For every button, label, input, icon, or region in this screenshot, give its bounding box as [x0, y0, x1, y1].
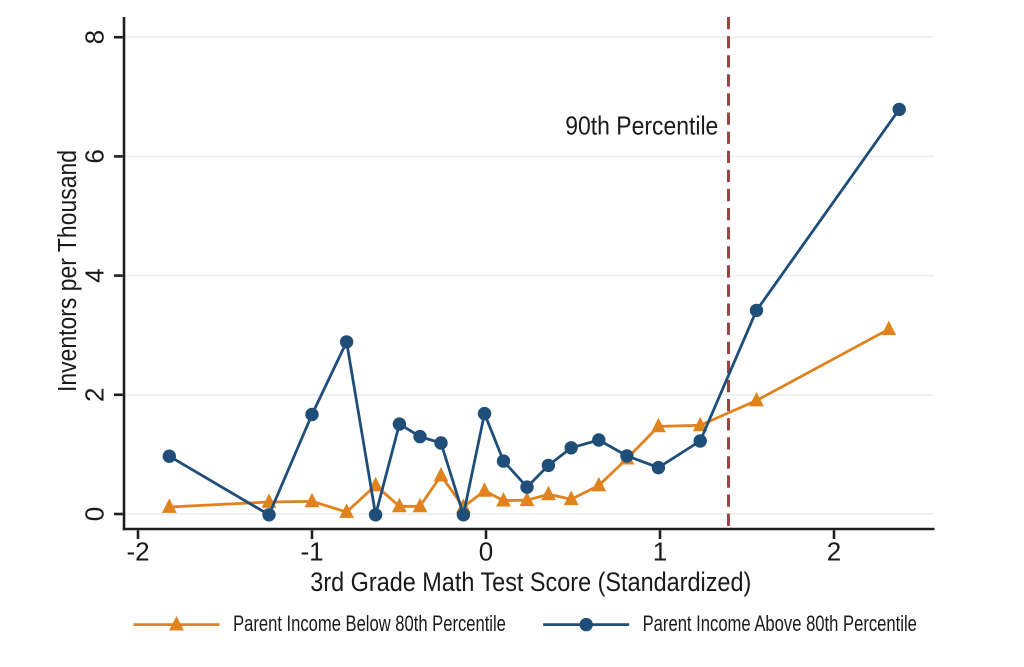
svg-text:0: 0 — [80, 507, 110, 521]
svg-text:3rd Grade Math Test Score (Sta: 3rd Grade Math Test Score (Standardized) — [310, 567, 751, 597]
svg-text:2: 2 — [80, 388, 110, 402]
svg-text:Parent Income Below 80th Perce: Parent Income Below 80th Percentile — [233, 611, 506, 636]
svg-text:4: 4 — [80, 268, 110, 282]
svg-text:Parent Income Above 80th Perce: Parent Income Above 80th Percentile — [643, 611, 917, 636]
svg-text:-1: -1 — [300, 536, 323, 566]
svg-text:-2: -2 — [126, 536, 149, 566]
svg-text:6: 6 — [80, 149, 110, 163]
svg-text:1: 1 — [653, 536, 667, 566]
svg-text:0: 0 — [479, 536, 493, 566]
svg-text:Inventors per Thousand: Inventors per Thousand — [54, 150, 82, 392]
svg-text:8: 8 — [80, 30, 110, 44]
svg-text:2: 2 — [827, 536, 841, 566]
svg-text:90th Percentile: 90th Percentile — [565, 113, 718, 141]
